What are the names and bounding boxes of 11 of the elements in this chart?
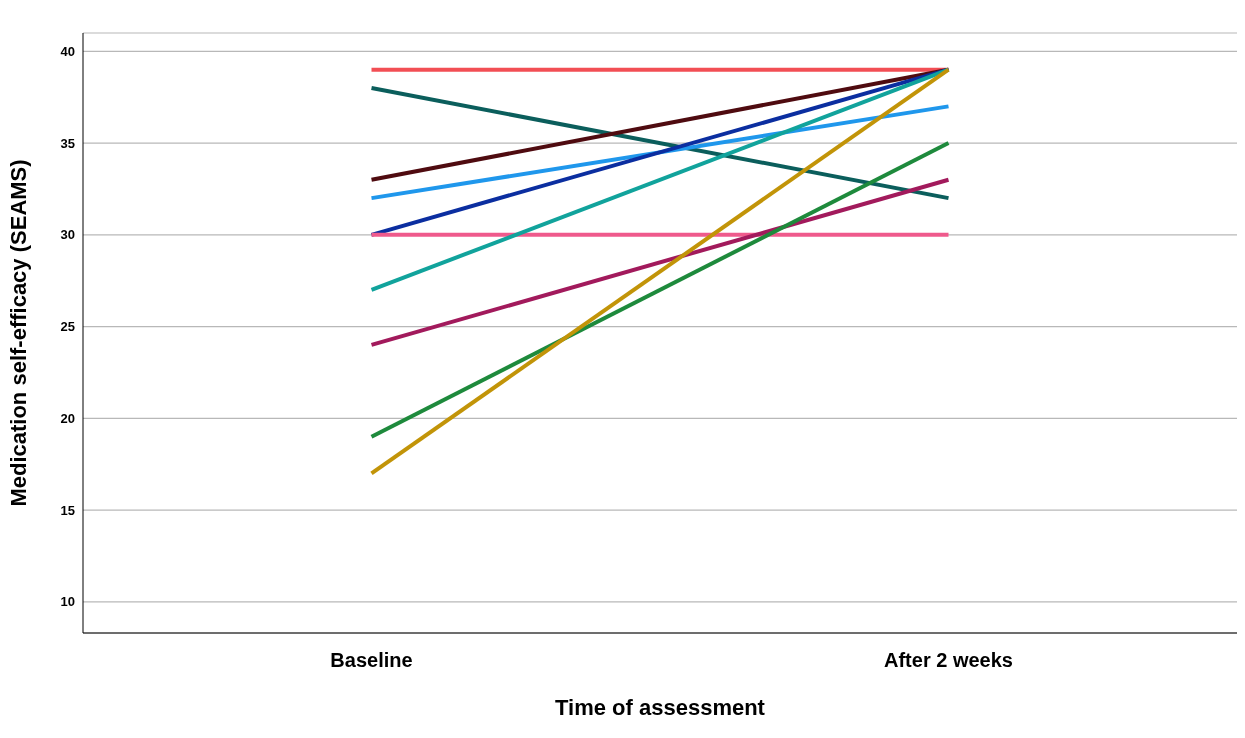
x-tick-label: After 2 weeks — [884, 649, 1013, 672]
y-tick-label: 25 — [60, 319, 75, 335]
y-axis-title: Medication self-efficacy (SEAMS) — [5, 159, 31, 507]
x-tick-label: Baseline — [330, 649, 413, 672]
y-tick-label: 20 — [60, 410, 75, 426]
x-axis-title: Time of assessment — [555, 695, 766, 720]
y-tick-label: 10 — [60, 594, 75, 610]
y-tick-label: 15 — [60, 502, 75, 518]
y-tick-label: 35 — [60, 135, 75, 151]
y-tick-label: 30 — [60, 227, 75, 243]
y-tick-label: 40 — [60, 43, 75, 59]
